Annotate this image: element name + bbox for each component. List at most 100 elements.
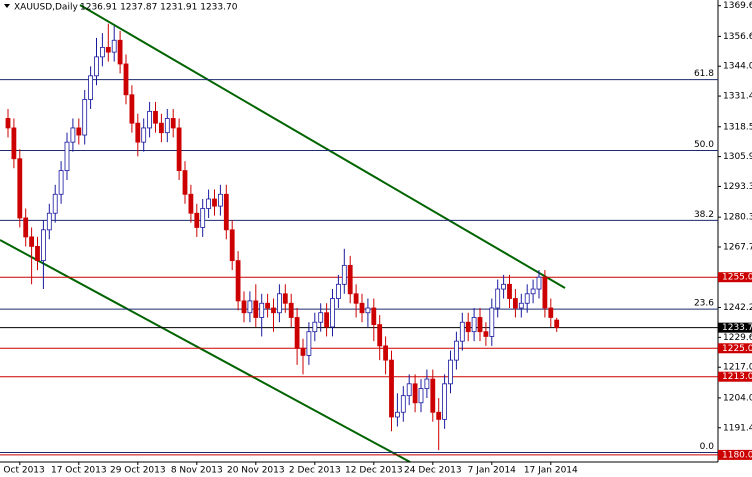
candle-body: [194, 212, 200, 228]
level-box: [718, 449, 752, 460]
level-label: 1180.00: [722, 450, 752, 460]
candle-body: [318, 312, 324, 323]
candle-body: [217, 193, 223, 207]
candle-body: [436, 411, 442, 420]
candle-body: [11, 127, 17, 160]
candle-body: [52, 193, 58, 214]
candle-body: [453, 340, 459, 361]
candle-body: [117, 39, 123, 65]
candle-body: [229, 229, 235, 262]
candle-body: [542, 276, 548, 309]
trendline: [79, 4, 566, 289]
level-box: [718, 343, 752, 354]
candle-body: [17, 158, 23, 219]
candle-body: [41, 229, 46, 262]
y-tick-label: 1318.50: [723, 122, 752, 132]
candle-body: [513, 298, 518, 309]
candle-body: [365, 307, 371, 314]
candle-body: [330, 298, 335, 328]
candle-body: [241, 300, 247, 314]
candle-body: [335, 283, 341, 299]
candle-body: [377, 324, 383, 347]
level-label: 1255.00: [722, 273, 752, 283]
candle-body: [170, 118, 176, 129]
chart-subtitle: 1236.91 1237.87 1231.91 1233.70: [80, 3, 238, 13]
candle-body: [465, 321, 471, 333]
candle-body: [341, 264, 347, 285]
x-tick-label: 17 Jan 2014: [524, 466, 578, 476]
candle-body: [212, 198, 217, 207]
candle-body: [483, 331, 489, 337]
candle-body: [111, 39, 117, 53]
candle-body: [442, 383, 448, 420]
candle-body: [389, 359, 394, 418]
candle-body: [158, 122, 164, 134]
candle-body: [182, 170, 188, 195]
candle-body: [76, 127, 82, 136]
y-tick-label: 1280.35: [723, 213, 752, 223]
candle-body: [135, 122, 141, 143]
menu-icon: [4, 4, 10, 8]
x-tick-label: 2 Dec 2013: [289, 466, 341, 476]
level-label: 1233.70: [722, 323, 752, 333]
candle-body: [383, 345, 389, 361]
candle-body: [524, 293, 530, 304]
candle-body: [400, 395, 406, 413]
x-tick-label: 17 Oct 2013: [51, 466, 107, 476]
y-tick-label: 1217.00: [723, 363, 752, 373]
candle-body: [247, 300, 253, 314]
fib-label: 50.0: [694, 140, 714, 150]
candle-body: [29, 236, 35, 247]
candle-body: [347, 264, 353, 295]
candle-body: [294, 317, 300, 349]
candle-body: [554, 319, 560, 329]
candle-body: [23, 217, 29, 238]
candle-body: [306, 331, 312, 356]
x-tick-label: 7 Jan 2014: [468, 466, 516, 476]
candle-body: [70, 127, 76, 143]
y-tick-label: 1242.20: [723, 303, 752, 313]
y-tick-label: 1356.65: [723, 32, 752, 42]
candle-body: [35, 245, 40, 262]
candle-body: [206, 198, 212, 209]
candle-body: [5, 118, 11, 129]
candle-body: [64, 141, 70, 171]
candle-body: [430, 378, 436, 413]
candle-body: [276, 293, 282, 314]
candle-body: [271, 307, 276, 314]
candle-body: [94, 56, 99, 77]
x-tick-label: 20 Nov 2013: [227, 466, 285, 476]
chart-title: XAUUSD,Daily: [14, 3, 78, 13]
candle-body: [105, 46, 111, 53]
candle-body: [300, 347, 306, 356]
fib-label: 38.2: [694, 210, 714, 220]
y-tick-label: 1369.60: [723, 1, 752, 11]
candle-body: [353, 293, 359, 304]
candle-body: [530, 288, 536, 295]
candle-body: [164, 118, 170, 134]
y-tick-label: 1204.05: [723, 393, 752, 403]
candle-body: [471, 317, 477, 333]
fib-label: 0.0: [700, 442, 715, 452]
candle-body: [371, 307, 377, 325]
level-box: [718, 371, 752, 382]
candle-body: [147, 110, 153, 129]
x-tick-label: 8 Nov 2013: [171, 466, 223, 476]
candle-body: [424, 378, 430, 389]
candle-body: [141, 127, 147, 143]
candle-body: [501, 283, 507, 290]
x-tick-label: 7 Oct 2013: [0, 466, 45, 476]
candle-body: [46, 212, 52, 231]
candle-body: [253, 300, 259, 318]
candle-body: [223, 193, 229, 231]
y-tick-label: 1331.45: [723, 92, 752, 102]
fib-label: 23.6: [694, 299, 714, 309]
candle-body: [265, 302, 271, 309]
candle-body: [188, 193, 194, 214]
candle-body: [82, 99, 88, 136]
y-tick-label: 1267.75: [723, 242, 752, 252]
candle-body: [176, 127, 182, 171]
candle-body: [129, 94, 135, 124]
candle-body: [518, 302, 524, 309]
